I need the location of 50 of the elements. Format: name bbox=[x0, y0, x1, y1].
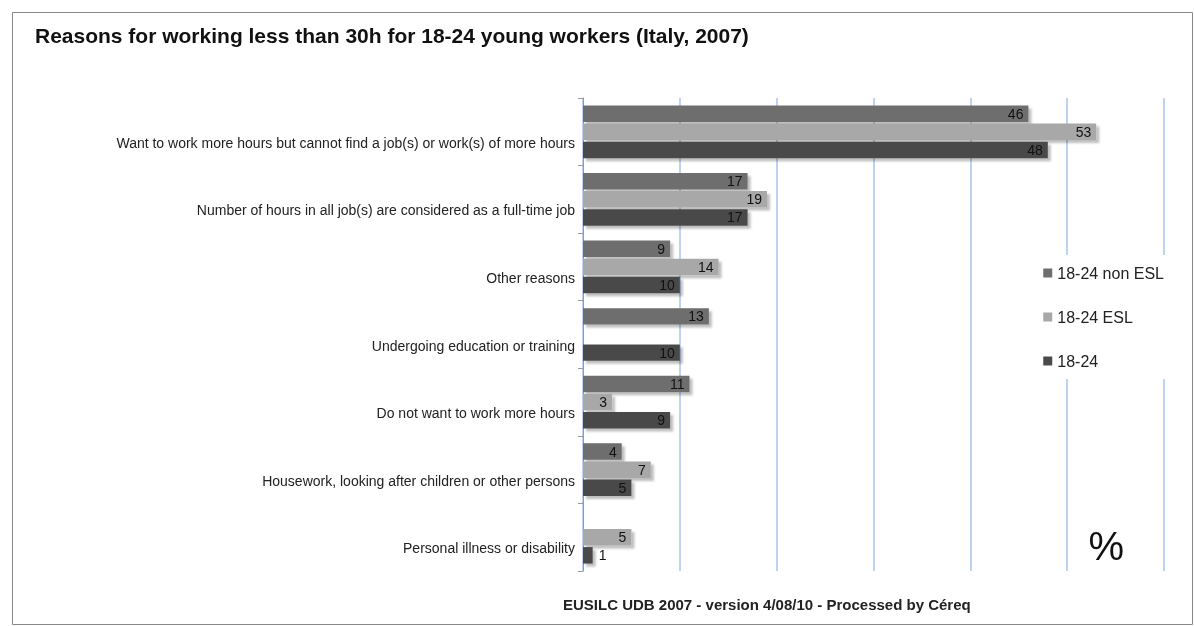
y-tick-label: Housework, looking after children or other persons bbox=[262, 472, 575, 489]
legend-label: 18-24 non ESL bbox=[1057, 264, 1165, 282]
data-label: 7 bbox=[637, 461, 646, 478]
text: Reasons for working less than 30h for 18-24 young workers (Italy, 2007) bbox=[35, 24, 749, 47]
annotation: % bbox=[1088, 524, 1125, 568]
data-label: 13 bbox=[688, 308, 705, 325]
data-label: 4 bbox=[608, 443, 617, 460]
data-label: 9 bbox=[657, 412, 666, 429]
data-label: 3 bbox=[599, 394, 608, 411]
bar bbox=[583, 375, 690, 393]
data-label: 9 bbox=[657, 240, 666, 257]
bar bbox=[583, 141, 1048, 159]
data-label: 53 bbox=[1075, 123, 1092, 140]
data-label: 17 bbox=[727, 173, 743, 190]
data-label: 5 bbox=[618, 529, 627, 546]
text: EUSILC UDB 2007 - version 4/08/10 - Processed by Céreq bbox=[563, 596, 971, 613]
y-tick-label: Personal illness or disability bbox=[403, 540, 575, 557]
data-label: 5 bbox=[618, 479, 627, 496]
bar bbox=[583, 479, 632, 496]
bar bbox=[583, 240, 671, 258]
bar bbox=[583, 276, 680, 294]
bar bbox=[583, 443, 622, 460]
data-label: 19 bbox=[746, 191, 763, 208]
bar bbox=[583, 209, 748, 226]
legend-label: 18-24 bbox=[1057, 352, 1099, 370]
y-tick-label: Other reasons bbox=[486, 269, 575, 286]
y-tick-label: Undergoing education or training bbox=[371, 337, 575, 354]
legend-label: 18-24 ESL bbox=[1057, 308, 1133, 326]
bar bbox=[583, 344, 680, 361]
data-label: 14 bbox=[697, 258, 714, 275]
data-label: 10 bbox=[659, 344, 676, 361]
bar bbox=[583, 547, 593, 564]
data-label: 46 bbox=[1007, 105, 1024, 122]
data-label: 1 bbox=[598, 547, 607, 564]
bar bbox=[583, 191, 767, 208]
bar bbox=[583, 411, 671, 429]
bar bbox=[583, 461, 651, 478]
y-tick-label: Do not want to work more hours bbox=[376, 405, 575, 422]
y-tick-label: Want to work more hours but cannot find a job(s) or work(s) of more hours bbox=[116, 134, 575, 151]
data-label: 10 bbox=[659, 277, 676, 294]
bar bbox=[583, 258, 719, 276]
data-label: 48 bbox=[1027, 141, 1044, 158]
bar bbox=[583, 123, 1097, 141]
bar bbox=[583, 308, 709, 325]
bar bbox=[583, 528, 632, 546]
y-tick-label: Number of hours in all job(s) are considered as a full-time job bbox=[196, 202, 576, 219]
data-label: 17 bbox=[727, 209, 743, 226]
data-label: 11 bbox=[669, 375, 685, 392]
bar bbox=[583, 105, 1029, 122]
bar bbox=[583, 173, 748, 190]
